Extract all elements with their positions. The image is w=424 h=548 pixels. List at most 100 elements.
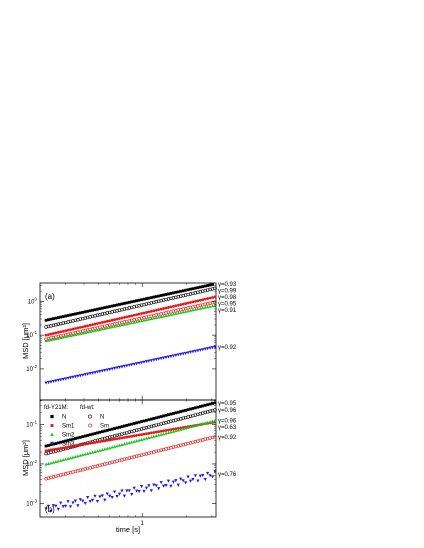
- data-point: [95, 370, 100, 374]
- data-point: [179, 303, 183, 307]
- y-tick-label: 10-2: [26, 459, 37, 468]
- data-point: [110, 496, 114, 500]
- data-point: [90, 371, 95, 375]
- data-point: [203, 284, 207, 288]
- data-point: [149, 431, 153, 435]
- data-point: [71, 444, 75, 448]
- data-point: [59, 458, 63, 462]
- data-point: [145, 311, 148, 314]
- data-point: [174, 428, 178, 433]
- data-point: [81, 373, 85, 377]
- data-point: [88, 309, 92, 313]
- data-point: [74, 437, 77, 440]
- data-point: [166, 479, 171, 483]
- data-point: [120, 442, 124, 447]
- data-point: [152, 295, 156, 299]
- data-point: [81, 499, 85, 503]
- data-point: [203, 421, 207, 425]
- data-point: [188, 308, 193, 312]
- data-point: [44, 318, 48, 322]
- data-point: [66, 500, 70, 504]
- legend-item-label: Sm1: [62, 424, 75, 430]
- data-point: [174, 311, 178, 315]
- data-point: [179, 352, 183, 356]
- data-point: [83, 373, 87, 377]
- data-point: [103, 306, 107, 310]
- data-point: [196, 307, 200, 311]
- data-point: [132, 313, 136, 317]
- data-point: [147, 317, 151, 321]
- data-point: [47, 444, 50, 447]
- data-point: [164, 356, 168, 360]
- y-axis-label-b: MSD [μm²]: [21, 440, 30, 476]
- data-point: [188, 479, 193, 483]
- data-point: [184, 426, 188, 430]
- data-point: [132, 486, 136, 490]
- legend-item-label: N: [100, 415, 104, 421]
- data-point: [93, 308, 97, 312]
- data-point: [56, 331, 60, 334]
- data-point: [44, 339, 48, 343]
- data-point: [56, 378, 60, 383]
- data-point: [95, 499, 100, 504]
- data-point: [132, 422, 136, 425]
- data-point: [132, 320, 136, 324]
- data-point: [157, 294, 161, 298]
- data-point: [110, 445, 114, 449]
- exponent-label: γ=0.96: [218, 408, 237, 414]
- data-point: [206, 420, 210, 424]
- data-point: [127, 435, 131, 439]
- data-point: [208, 402, 212, 406]
- data-point: [100, 327, 104, 331]
- data-point: [130, 440, 134, 444]
- data-point: [171, 312, 175, 316]
- data-point: [64, 314, 68, 318]
- data-point: [159, 307, 163, 311]
- data-point: [152, 358, 156, 362]
- data-point: [64, 439, 68, 443]
- legend-item-label: Sm: [100, 424, 109, 430]
- data-point: [108, 494, 112, 498]
- data-point: [86, 451, 90, 455]
- data-point: [206, 471, 210, 475]
- data-point: [167, 428, 170, 432]
- data-point: [56, 459, 60, 463]
- data-point: [54, 460, 58, 464]
- data-point: [135, 434, 139, 437]
- data-point: [98, 370, 102, 374]
- data-point: [191, 308, 195, 312]
- data-point: [88, 451, 92, 455]
- data-point: [176, 428, 180, 432]
- data-point: [149, 417, 153, 421]
- data-point: [189, 407, 192, 411]
- data-point: [213, 469, 217, 474]
- data-point: [137, 319, 141, 323]
- series-fd-y21m-n: [44, 283, 214, 322]
- data-point: [110, 427, 114, 431]
- data-point: [108, 319, 112, 323]
- data-point: [169, 291, 173, 295]
- data-point: [83, 442, 87, 446]
- data-point: [159, 429, 163, 433]
- data-point: [167, 292, 170, 296]
- data-point: [208, 296, 212, 300]
- data-point: [206, 284, 210, 287]
- data-point: [169, 484, 173, 488]
- data-point: [149, 359, 153, 363]
- data-point: [130, 434, 134, 438]
- panel-a-label: (a): [45, 292, 55, 301]
- data-point: [149, 435, 153, 439]
- data-point: [49, 338, 53, 342]
- data-point: [95, 328, 100, 332]
- panel-a-marks: [44, 283, 217, 385]
- data-point: [71, 437, 75, 441]
- data-point: [120, 489, 124, 493]
- data-point: [66, 445, 70, 449]
- data-point: [125, 423, 129, 427]
- data-point: [201, 348, 205, 352]
- data-point: [157, 308, 161, 312]
- data-point: [100, 321, 104, 324]
- data-point: [144, 360, 149, 364]
- data-point: [181, 302, 185, 306]
- data-point: [176, 353, 180, 357]
